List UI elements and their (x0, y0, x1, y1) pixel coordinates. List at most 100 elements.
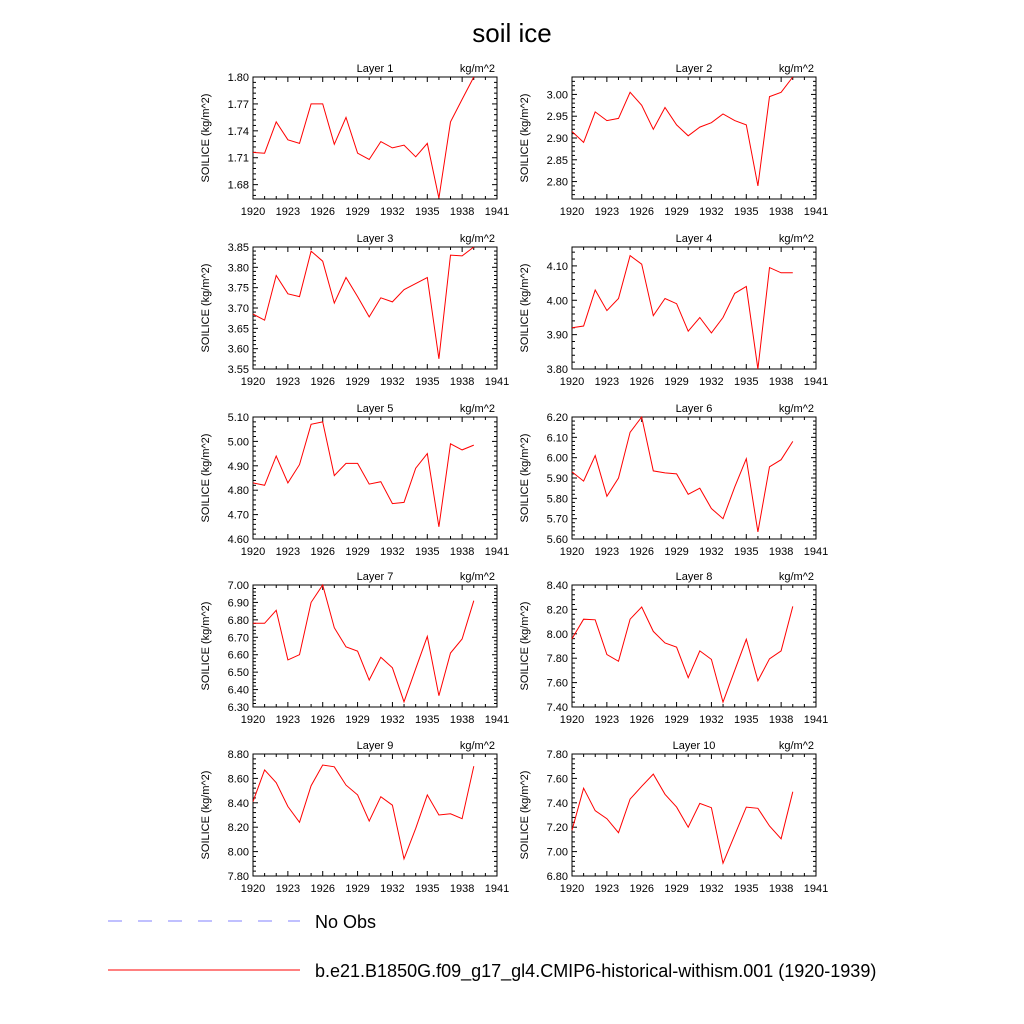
y-tick-label: 3.60 (228, 344, 249, 356)
y-tick-label: 3.90 (547, 330, 568, 342)
y-tick-label: 5.90 (547, 473, 568, 485)
x-tick-label: 1929 (664, 206, 688, 218)
y-tick-label: 6.30 (228, 702, 249, 714)
y-tick-label: 4.60 (228, 534, 249, 546)
plot-frame (571, 76, 817, 200)
y-tick-label: 4.80 (228, 485, 249, 497)
x-tick-label: 1938 (769, 883, 793, 895)
y-tick-label: 8.20 (228, 822, 249, 834)
x-tick-label: 1938 (450, 714, 474, 726)
x-tick-label: 1923 (276, 206, 300, 218)
y-tick-label: 8.80 (228, 749, 249, 761)
x-tick-label: 1929 (664, 714, 688, 726)
y-axis-label: SOILICE (kg/m^2) (200, 264, 212, 353)
panel-title: Layer 4 (676, 233, 713, 245)
x-tick-label: 1938 (769, 376, 793, 388)
x-tick-label: 1932 (380, 883, 404, 895)
y-tick-label: 7.80 (547, 749, 568, 761)
y-tick-label: 8.00 (547, 629, 568, 641)
y-tick-label: 1.74 (228, 126, 249, 138)
y-tick-label: 3.55 (228, 364, 249, 376)
y-tick-label: 4.00 (547, 295, 568, 307)
y-axis-label: SOILICE (kg/m^2) (519, 94, 531, 183)
x-tick-label: 1932 (699, 376, 723, 388)
legend-label-no-obs: No Obs (315, 912, 376, 932)
x-tick-label: 1926 (310, 376, 334, 388)
y-tick-label: 5.60 (547, 534, 568, 546)
x-tick-label: 1920 (241, 883, 265, 895)
panel-layer-6: Layer 6 kg/m^2 1920 1923 1926 1929 1932 1935 193… (519, 403, 828, 558)
y-tick-label: 6.50 (228, 667, 249, 679)
y-tick-label: 1.71 (228, 153, 249, 165)
panel-title: Layer 8 (676, 571, 713, 583)
x-tick-label: 1935 (734, 546, 758, 558)
x-tick-label: 1938 (769, 714, 793, 726)
x-tick-label: 1932 (699, 206, 723, 218)
series-line (252, 421, 474, 527)
x-tick-label: 1920 (241, 714, 265, 726)
x-tick-label: 1935 (415, 714, 439, 726)
x-tick-label: 1920 (560, 546, 584, 558)
y-tick-label: 6.80 (547, 871, 568, 883)
legend-label-model: b.e21.B1850G.f09_g17_gl4.CMIP6-historica… (315, 961, 876, 982)
x-tick-label: 1932 (380, 206, 404, 218)
y-tick-label: 2.80 (547, 177, 568, 189)
y-tick-label: 8.60 (228, 773, 249, 785)
y-tick-label: 1.68 (228, 180, 249, 192)
x-tick-label: 1923 (276, 546, 300, 558)
y-tick-label: 2.90 (547, 133, 568, 145)
x-tick-label: 1929 (345, 376, 369, 388)
x-tick-label: 1923 (595, 883, 619, 895)
panel-layer-4: Layer 4 kg/m^2 1920 1923 1926 1929 1932 1935 193… (519, 233, 828, 388)
x-tick-label: 1941 (485, 206, 509, 218)
x-tick-label: 1938 (450, 883, 474, 895)
x-tick-label: 1923 (595, 546, 619, 558)
y-tick-label: 3.70 (228, 303, 249, 315)
y-tick-label: 3.80 (228, 262, 249, 274)
x-tick-label: 1941 (804, 714, 828, 726)
figure-title: soil ice (472, 18, 551, 48)
panel-units: kg/m^2 (779, 63, 814, 75)
x-tick-label: 1941 (485, 376, 509, 388)
panel-units: kg/m^2 (779, 403, 814, 415)
x-tick-label: 1920 (560, 883, 584, 895)
x-tick-label: 1929 (664, 546, 688, 558)
y-tick-label: 3.75 (228, 283, 249, 295)
x-tick-label: 1938 (769, 206, 793, 218)
y-tick-label: 3.00 (547, 89, 568, 101)
y-tick-label: 4.90 (228, 461, 249, 473)
x-tick-label: 1932 (699, 714, 723, 726)
y-tick-label: 7.60 (547, 773, 568, 785)
y-tick-label: 8.00 (228, 847, 249, 859)
panel-title: Layer 1 (357, 63, 394, 75)
panel-units: kg/m^2 (460, 740, 495, 752)
y-tick-label: 1.77 (228, 99, 249, 111)
x-tick-label: 1920 (560, 714, 584, 726)
panel-layer-1: Layer 1 kg/m^2 1920 1923 1926 1929 1932 1935 193… (200, 63, 509, 218)
y-tick-label: 7.80 (228, 871, 249, 883)
y-tick-label: 7.40 (547, 702, 568, 714)
y-tick-label: 8.40 (228, 798, 249, 810)
y-tick-label: 7.00 (547, 847, 568, 859)
x-tick-label: 1941 (804, 546, 828, 558)
series-line (252, 76, 475, 199)
y-tick-label: 6.20 (547, 412, 568, 424)
y-tick-label: 7.00 (228, 580, 249, 592)
panel-title: Layer 7 (357, 571, 394, 583)
panel-units: kg/m^2 (779, 571, 814, 583)
y-axis-label: SOILICE (kg/m^2) (519, 771, 531, 860)
y-tick-label: 3.65 (228, 323, 249, 335)
y-tick-label: 5.80 (547, 493, 568, 505)
y-tick-label: 8.40 (547, 580, 568, 592)
panels: Layer 1 kg/m^2 1920 1923 1926 1929 1932 1935 193… (200, 63, 828, 895)
x-tick-label: 1935 (415, 376, 439, 388)
panel-units: kg/m^2 (779, 740, 814, 752)
x-tick-label: 1938 (769, 546, 793, 558)
series-line (571, 606, 794, 704)
panel-layer-2: Layer 2 kg/m^2 1920 1923 1926 1929 1932 1935 193… (519, 63, 828, 218)
legend: No Obs b.e21.B1850G.f09_g17_gl4.CMIP6-hi… (108, 912, 876, 982)
x-tick-label: 1932 (699, 546, 723, 558)
panel-layer-5: Layer 5 kg/m^2 1920 1923 1926 1929 1932 1935 193… (200, 403, 509, 558)
x-tick-label: 1932 (380, 546, 404, 558)
panel-units: kg/m^2 (460, 233, 495, 245)
